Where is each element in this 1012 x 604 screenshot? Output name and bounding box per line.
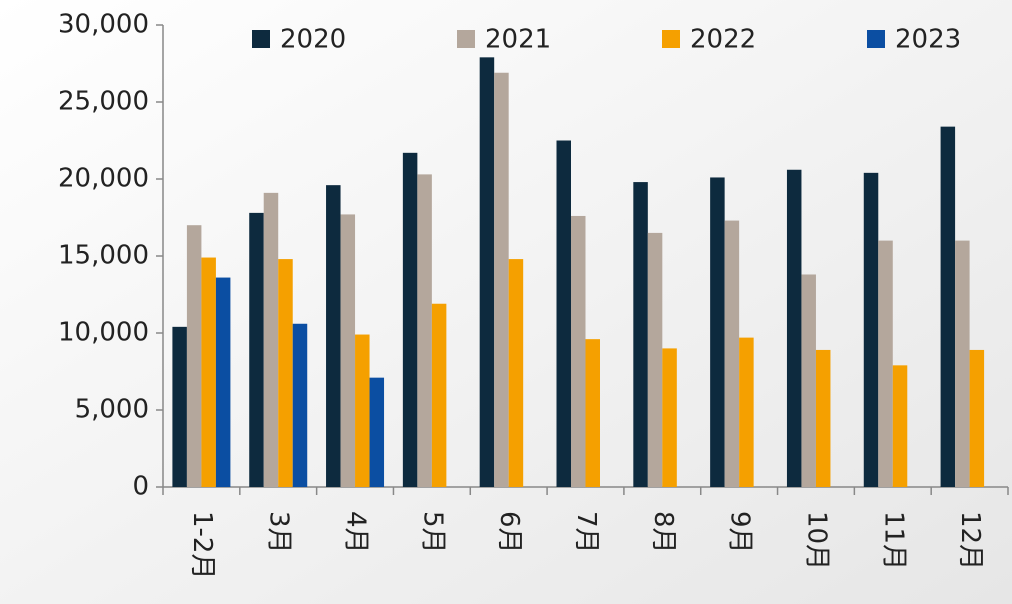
legend-swatch — [457, 30, 475, 48]
bar — [969, 349, 985, 487]
y-tick-label: 10,000 — [58, 318, 149, 348]
bar — [479, 57, 495, 488]
bar — [955, 240, 970, 487]
bar — [739, 337, 754, 487]
bar — [571, 215, 586, 487]
legend-swatch — [252, 30, 270, 48]
bar — [201, 257, 216, 487]
bar — [263, 192, 279, 488]
bar — [249, 212, 264, 487]
bar — [878, 240, 893, 487]
bar — [369, 377, 385, 487]
bar — [172, 326, 187, 487]
y-tick-label: 15,000 — [58, 241, 149, 271]
x-tick-label: 12月 — [955, 511, 985, 570]
bar — [355, 334, 370, 487]
bar — [801, 274, 816, 487]
x-tick-label: 10月 — [801, 511, 831, 570]
bar — [431, 303, 447, 487]
bar — [417, 174, 432, 487]
legend-label: 2020 — [280, 25, 346, 55]
legend-swatch — [867, 30, 885, 48]
y-tick-label: 5,000 — [75, 395, 149, 425]
bar — [724, 220, 740, 487]
bar — [278, 259, 293, 487]
bar — [786, 169, 802, 487]
bar — [508, 259, 524, 487]
x-tick-label: 5月 — [417, 511, 447, 554]
y-tick-label: 20,000 — [58, 164, 149, 194]
bar — [710, 177, 725, 487]
legend-label: 2021 — [485, 25, 551, 55]
x-tick-label: 6月 — [494, 511, 524, 554]
bar — [556, 140, 571, 487]
bar — [215, 277, 231, 487]
bar — [892, 365, 908, 487]
bar — [647, 232, 663, 487]
x-tick-label: 3月 — [264, 511, 294, 554]
bar — [863, 172, 879, 487]
x-tick-label: 1-2月 — [187, 511, 217, 579]
bar — [494, 72, 509, 488]
bar — [940, 126, 956, 487]
y-tick-label: 30,000 — [58, 10, 149, 40]
bar — [292, 323, 308, 487]
bar — [585, 339, 600, 487]
x-tick-label: 8月 — [648, 511, 678, 554]
x-tick-label: 11月 — [878, 511, 908, 570]
y-tick-label: 25,000 — [58, 87, 149, 117]
x-tick-label: 4月 — [341, 511, 371, 554]
legend-label: 2023 — [895, 25, 961, 55]
bar — [815, 349, 831, 487]
x-tick-label: 9月 — [725, 511, 755, 554]
bar — [186, 225, 202, 487]
legend-label: 2022 — [690, 25, 756, 55]
y-tick-label: 0 — [132, 472, 149, 502]
bar — [402, 152, 418, 487]
legend-swatch — [662, 30, 680, 48]
x-tick-label: 7月 — [571, 511, 601, 554]
bar — [662, 348, 677, 487]
bar — [326, 185, 341, 487]
bar — [340, 214, 356, 488]
bar — [633, 182, 648, 487]
